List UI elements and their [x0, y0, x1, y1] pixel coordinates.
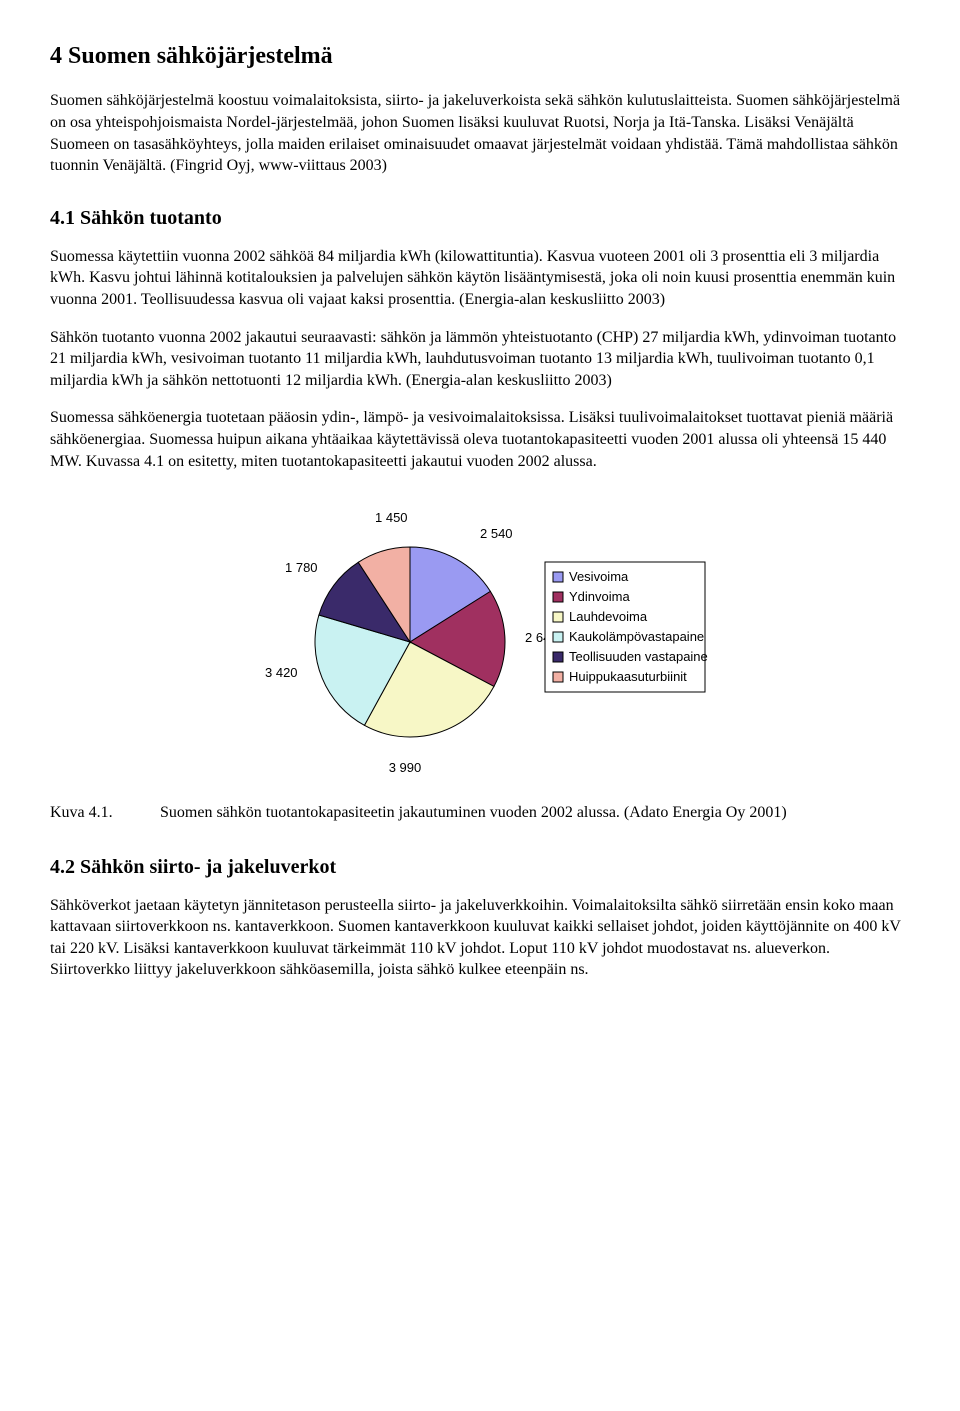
legend-swatch	[553, 612, 563, 622]
section-4-1-heading: 4.1 Sähkön tuotanto	[50, 205, 910, 232]
figure-caption-text: Suomen sähkön tuotantokapasiteetin jakau…	[160, 802, 910, 824]
pie-value-label: 1 780	[285, 560, 318, 575]
section-4-intro: Suomen sähköjärjestelmä koostuu voimalai…	[50, 90, 910, 176]
legend-label: Ydinvoima	[569, 589, 630, 604]
legend-label: Kaukolämpövastapaine	[569, 629, 704, 644]
section-4-1-p1: Suomessa käytettiin vuonna 2002 sähköä 8…	[50, 246, 910, 311]
section-4-2-p1: Sähköverkot jaetaan käytetyn jännitetaso…	[50, 895, 910, 981]
legend-swatch	[553, 592, 563, 602]
section-4-1-p3: Suomessa sähköenergia tuotetaan pääosin …	[50, 407, 910, 472]
legend-swatch	[553, 652, 563, 662]
figure-caption-label: Kuva 4.1.	[50, 802, 160, 824]
pie-value-label: 3 990	[389, 760, 422, 775]
section-4-1-p2: Sähkön tuotanto vuonna 2002 jakautui seu…	[50, 327, 910, 392]
pie-value-label: 1 450	[375, 510, 408, 525]
pie-value-label: 3 420	[265, 665, 298, 680]
pie-value-label: 2 540	[480, 526, 513, 541]
legend-label: Vesivoima	[569, 569, 629, 584]
legend-label: Huippukaasuturbiinit	[569, 669, 687, 684]
pie-chart-svg: 2 5402 6403 9903 4201 7801 450VesivoimaY…	[245, 502, 715, 782]
legend-label: Teollisuuden vastapaine	[569, 649, 708, 664]
legend-swatch	[553, 632, 563, 642]
figure-4-1-caption: Kuva 4.1. Suomen sähkön tuotantokapasite…	[50, 802, 910, 824]
figure-4-1-chart: 2 5402 6403 9903 4201 7801 450VesivoimaY…	[50, 502, 910, 782]
legend-label: Lauhdevoima	[569, 609, 648, 624]
section-4-2-heading: 4.2 Sähkön siirto- ja jakeluverkot	[50, 854, 910, 881]
legend-swatch	[553, 672, 563, 682]
section-4-heading: 4 Suomen sähköjärjestelmä	[50, 40, 910, 72]
legend-swatch	[553, 572, 563, 582]
